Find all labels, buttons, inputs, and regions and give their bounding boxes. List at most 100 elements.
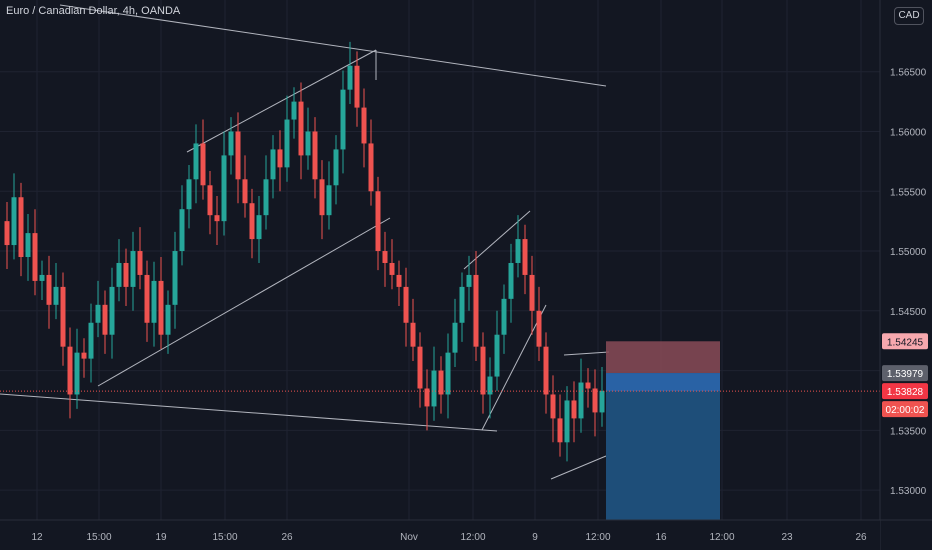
candle-body <box>200 143 206 186</box>
candle-body <box>438 370 444 395</box>
take-profit-zone <box>606 373 720 520</box>
candle-body <box>95 304 101 323</box>
candle-body <box>207 185 213 216</box>
candle-body <box>137 251 143 275</box>
price-axis[interactable]: 1.565001.560001.555001.550001.545001.540… <box>879 0 932 550</box>
trendline <box>550 455 607 480</box>
price-axis-background <box>880 0 932 550</box>
candle-body <box>599 390 605 413</box>
candle-body <box>333 149 339 186</box>
trendline <box>563 351 610 356</box>
candle-body <box>417 346 423 389</box>
bar-countdown: 02:00:02 <box>886 405 925 416</box>
candle-body <box>32 233 38 281</box>
trendline <box>463 210 531 270</box>
candle-body <box>291 101 297 120</box>
time-tick-label: 26 <box>281 532 293 543</box>
candle-body <box>508 262 514 299</box>
candle-body <box>445 352 451 395</box>
price-label-bg <box>882 333 928 350</box>
candle-body <box>123 262 129 287</box>
candle-body <box>361 107 367 144</box>
candle-body <box>270 149 276 180</box>
candle-body <box>305 131 311 156</box>
candle-body <box>186 179 192 210</box>
candle-body <box>277 149 283 168</box>
candle-body <box>25 233 31 258</box>
time-tick-label: 16 <box>655 532 667 543</box>
trendline <box>481 304 547 431</box>
price-labels: 1.54245 1.53979 1.53828 02:00:02 <box>882 333 928 418</box>
candle-body <box>151 280 157 323</box>
candle-body <box>501 298 507 335</box>
candle-body <box>550 394 556 419</box>
time-tick-label: 19 <box>155 532 167 543</box>
candle-body <box>256 215 262 240</box>
time-tick-label: 12:00 <box>709 532 734 543</box>
candle-body <box>130 251 136 287</box>
candle-body <box>354 65 360 108</box>
candle-body <box>543 346 549 395</box>
candle-body <box>39 274 45 281</box>
time-tick-label: 26 <box>855 532 867 543</box>
candle-body <box>312 131 318 180</box>
time-tick-label: 12 <box>31 532 43 543</box>
short-position-tool[interactable] <box>606 341 720 520</box>
candle-body <box>116 262 122 287</box>
time-axis[interactable]: 12 15:00 19 15:00 26 Nov 12:00 9 12:00 16 12:00 23 2… <box>0 519 932 550</box>
currency-badge[interactable]: CAD <box>894 7 924 25</box>
price-tick-label: 1.53500 <box>890 426 927 437</box>
candle-body <box>46 274 52 305</box>
candle-body <box>368 143 374 192</box>
trendline <box>59 4 607 87</box>
time-tick-label: 9 <box>532 532 538 543</box>
trendline <box>97 217 391 387</box>
candle-body <box>564 400 570 443</box>
candle-body <box>536 310 542 347</box>
candle-body <box>585 382 591 389</box>
stop-loss-zone <box>606 341 720 374</box>
price-label: 1.53828 <box>887 387 924 398</box>
price-tick-label: 1.55000 <box>890 247 927 258</box>
candle-body <box>424 388 430 407</box>
price-label-bg <box>882 365 928 382</box>
candle-body <box>11 197 17 246</box>
entry-band <box>606 373 720 392</box>
trendlines <box>0 4 610 480</box>
price-tick-label: 1.54500 <box>890 307 927 318</box>
candle-body <box>473 274 479 347</box>
candle-body <box>410 322 416 347</box>
price-label: 1.54245 <box>887 337 924 348</box>
candle-body <box>172 251 178 305</box>
price-tick-label: 1.53000 <box>890 486 927 497</box>
candle-body <box>193 143 199 180</box>
candle-body <box>389 262 395 275</box>
price-tick-label: 1.56000 <box>890 127 927 138</box>
candle-body <box>60 286 66 347</box>
candle-body <box>375 191 381 252</box>
price-label-bg <box>882 383 928 400</box>
candle-body <box>144 274 150 323</box>
candle-body <box>4 221 10 246</box>
candles <box>4 41 605 462</box>
time-axis-background <box>0 520 880 550</box>
candle-body <box>109 286 115 335</box>
candle-body <box>578 382 584 419</box>
candle-body <box>529 274 535 311</box>
time-tick-label: 15:00 <box>212 532 237 543</box>
candle-body <box>382 251 388 263</box>
candle-body <box>53 286 59 305</box>
candle-body <box>165 304 171 335</box>
time-tick-label: 15:00 <box>86 532 111 543</box>
candle-body <box>459 286 465 323</box>
candle-body <box>88 322 94 359</box>
candle-body <box>326 185 332 216</box>
candle-body <box>228 131 234 156</box>
candle-body <box>284 119 290 168</box>
candle-body <box>466 274 472 287</box>
candle-body <box>571 400 577 419</box>
candle-body <box>557 418 563 443</box>
candle-body <box>102 304 108 335</box>
candle-body <box>319 179 325 216</box>
